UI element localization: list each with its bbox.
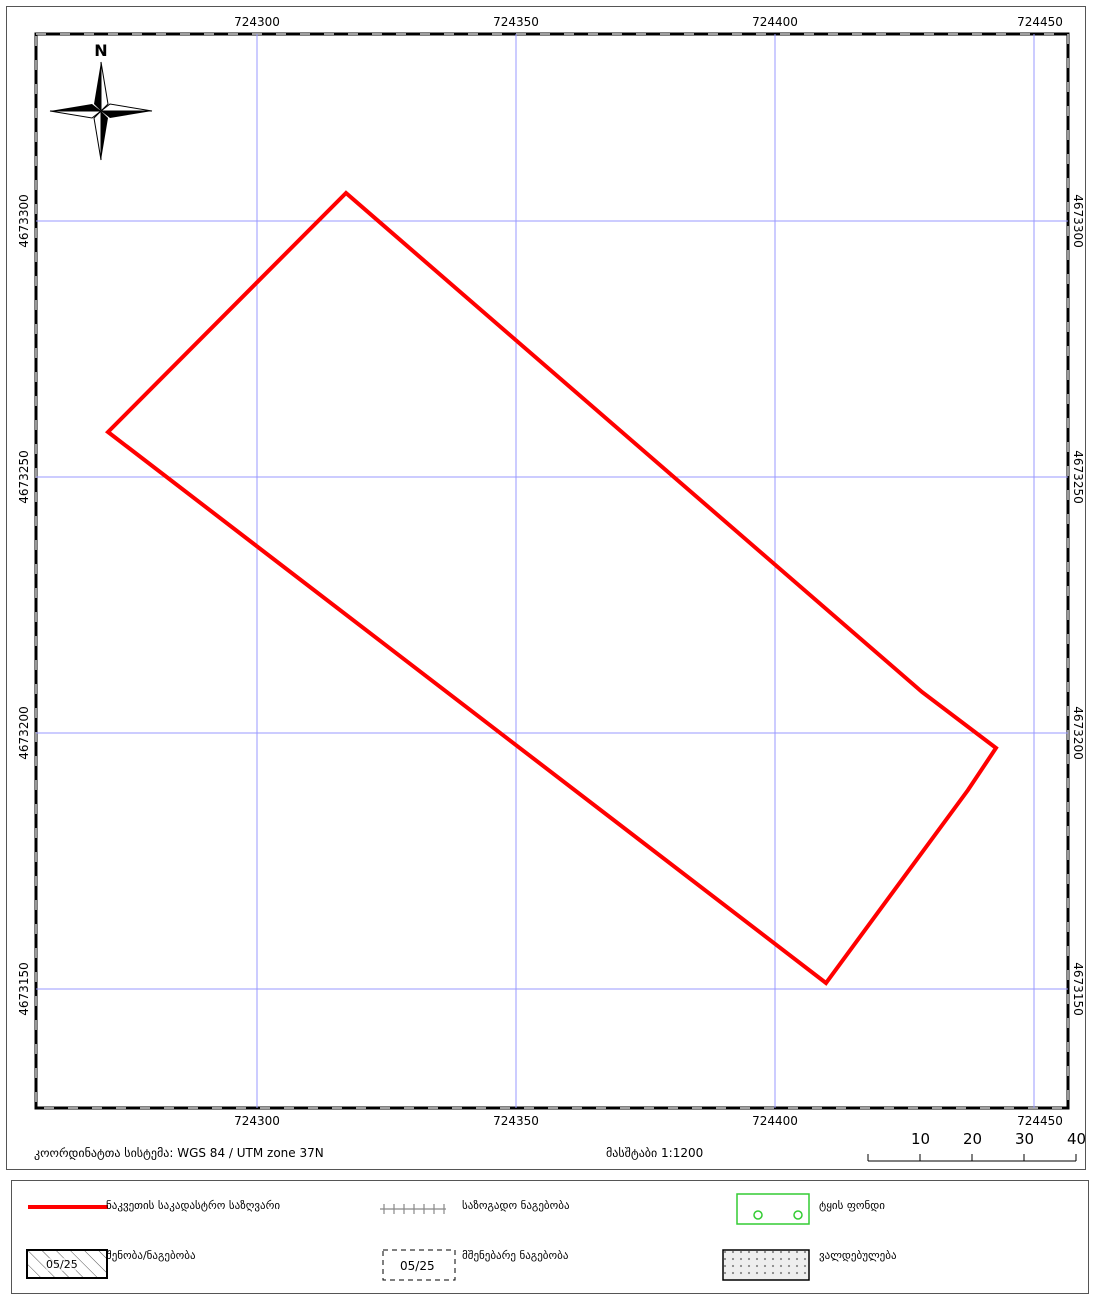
crs-text: კოორდინატთა სისტემა: WGS 84 / UTM zone 3… bbox=[34, 1146, 324, 1160]
x-tick-bottom-0: 724300 bbox=[234, 1114, 280, 1128]
x-tick-top-2: 724400 bbox=[752, 15, 798, 29]
legend-symbol-building bbox=[26, 1249, 108, 1279]
y-tick-left-0: 4673300 bbox=[17, 194, 31, 247]
legend-symbol-red-line bbox=[28, 1205, 108, 1209]
x-tick-top-1: 724350 bbox=[493, 15, 539, 29]
scalebar-label-40: 40 bbox=[1067, 1130, 1087, 1148]
y-tick-right-3: 4673150 bbox=[1071, 962, 1085, 1015]
scale-bar bbox=[867, 1154, 1077, 1162]
neatline-outer bbox=[34, 32, 1070, 1110]
scale-text: მასშტაბი 1:1200 bbox=[606, 1146, 704, 1160]
north-label: N bbox=[94, 41, 107, 60]
legend-symbol-obligation bbox=[722, 1249, 810, 1281]
legend: ნაკვეთის საკადასტრო საზღვარი საზოგადო ნა… bbox=[11, 1180, 1089, 1294]
x-tick-top-0: 724300 bbox=[234, 15, 280, 29]
legend-label-forest-fund: ტყის ფონდი bbox=[819, 1199, 885, 1212]
x-tick-bottom-1: 724350 bbox=[493, 1114, 539, 1128]
legend-label-parcel-boundary: ნაკვეთის საკადასტრო საზღვარი bbox=[106, 1199, 281, 1212]
legend-sample-building: 05/25 bbox=[46, 1258, 78, 1271]
legend-symbol-railway bbox=[380, 1204, 446, 1214]
x-tick-bottom-3: 724450 bbox=[1017, 1114, 1063, 1128]
legend-label-public-structure: საზოგადო ნაგებობა bbox=[462, 1199, 570, 1212]
north-arrow-icon: N bbox=[49, 41, 153, 161]
y-tick-left-3: 4673150 bbox=[17, 962, 31, 1015]
y-tick-right-1: 4673250 bbox=[1071, 450, 1085, 503]
legend-label-obligation: ვალდებულება bbox=[819, 1249, 897, 1262]
map-canvas: 724300 724350 724400 724450 724300 72435… bbox=[17, 15, 1085, 1162]
x-tick-bottom-2: 724400 bbox=[752, 1114, 798, 1128]
y-tick-right-2: 4673200 bbox=[1071, 706, 1085, 759]
x-tick-top-3: 724450 bbox=[1017, 15, 1063, 29]
legend-label-building: შენობა/ნაგებობა bbox=[106, 1249, 196, 1262]
neatline-dashes bbox=[35, 33, 1069, 1109]
scalebar-label-30: 30 bbox=[1015, 1130, 1035, 1148]
y-tick-left-2: 4673200 bbox=[17, 706, 31, 759]
legend-symbol-forest-fund bbox=[736, 1193, 810, 1225]
y-tick-left-1: 4673250 bbox=[17, 450, 31, 503]
scalebar-label-10: 10 bbox=[911, 1130, 931, 1148]
grid-lines bbox=[36, 34, 1068, 1108]
legend-sample-construction: 05/25 bbox=[400, 1259, 435, 1273]
map-frame bbox=[6, 6, 1086, 1170]
parcel-boundary bbox=[104, 190, 999, 986]
legend-symbol-construction bbox=[382, 1249, 456, 1281]
legend-label-construction: მშენებარე ნაგებობა bbox=[462, 1249, 569, 1262]
y-tick-right-0: 4673300 bbox=[1071, 194, 1085, 247]
scalebar-label-20: 20 bbox=[963, 1130, 983, 1148]
